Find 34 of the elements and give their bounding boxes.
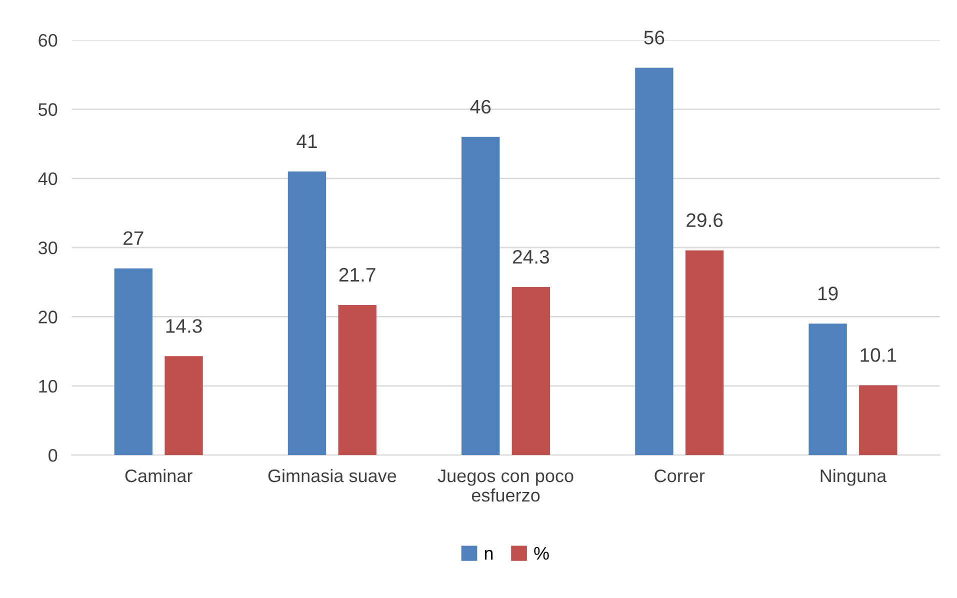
data-label: 19 [818, 286, 838, 300]
bar [512, 287, 550, 456]
data-label: 41 [296, 134, 317, 148]
bar [859, 385, 898, 456]
data-label: 29.6 [686, 213, 723, 228]
data-label: 10.1 [860, 348, 896, 362]
x-tick-label: Ninguna [820, 468, 887, 486]
x-tick-label: Juegos con poco esfuerzo [438, 470, 574, 502]
y-tick-label: 60 [38, 34, 58, 47]
x-tick-label: Gimnasia suave [268, 468, 396, 482]
data-label: 46 [470, 100, 491, 114]
y-tick-label: 50 [38, 103, 58, 116]
y-tick-label: 40 [38, 172, 58, 186]
legend-label: n [484, 550, 493, 560]
x-tick-label: Caminar [125, 468, 192, 482]
y-tick-label: 30 [38, 242, 58, 254]
data-label: 24.3 [513, 250, 550, 264]
bar [685, 250, 724, 456]
data-label: 14.3 [166, 319, 202, 333]
y-tick-label: 0 [48, 449, 58, 462]
bar [462, 136, 500, 456]
bar [808, 324, 847, 456]
data-label: 21.7 [339, 268, 376, 282]
bar [164, 356, 203, 456]
data-label: 56 [644, 30, 664, 44]
data-label: 27 [124, 231, 144, 245]
bar [114, 268, 152, 456]
x-tick-label: Correr [654, 469, 705, 482]
legend-label: % [534, 547, 549, 560]
bar [288, 171, 326, 456]
y-tick-label: 20 [38, 310, 58, 324]
bar [338, 304, 376, 456]
bar [635, 68, 674, 456]
y-tick-label: 10 [39, 380, 58, 393]
